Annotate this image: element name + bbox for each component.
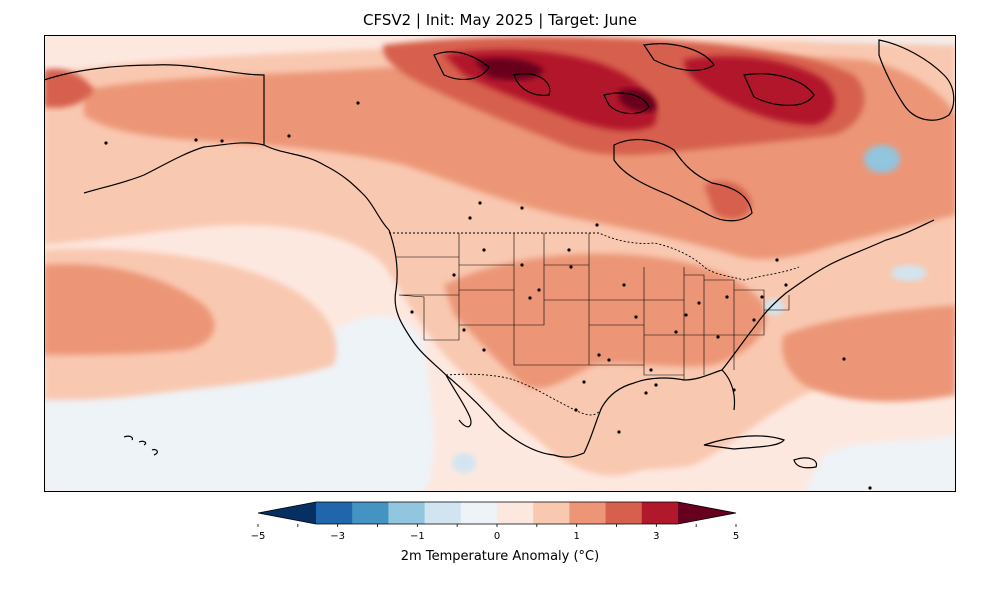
anomaly-cool-spot-greenland [864, 145, 900, 173]
state-borders [396, 233, 790, 380]
coastline-hawaii [123, 435, 158, 456]
colorbar-tick-label: −5 [251, 531, 266, 542]
colorbar-swatch [569, 502, 607, 524]
colorbar-swatch [533, 502, 570, 524]
colorbar-swatches [257, 501, 737, 525]
city-markers [104, 101, 872, 490]
colorbar-tick-label: −3 [330, 531, 345, 542]
coastline-baja [445, 374, 472, 428]
anomaly-cool-spot-atlantic [891, 265, 927, 281]
coastline-cuba [703, 435, 785, 450]
coastline-hispaniola [793, 457, 818, 469]
colorbar-label: 2m Temperature Anomaly (°C) [400, 549, 600, 564]
country-borders [263, 75, 800, 416]
colorbar-tick-label: 3 [653, 531, 659, 542]
anomaly-warm-2-pacific [44, 264, 215, 355]
border-us-mexico [445, 373, 603, 416]
colorbar-swatch [316, 502, 353, 524]
colorbar-tick-label: −1 [410, 531, 425, 542]
map-frame [44, 35, 956, 492]
border-us-canada [389, 232, 800, 281]
anomaly-warm-3-alaska [44, 68, 94, 108]
coastline-hudson-bay [613, 139, 753, 222]
colorbar-outline [257, 501, 737, 525]
coastlines [44, 39, 955, 469]
chart-title: CFSV2 | Init: May 2025 | Target: June [363, 11, 637, 29]
anomaly-warm-5-core2 [619, 88, 657, 112]
anomaly-warm-2-conus [444, 253, 766, 389]
colorbar-swatch [605, 502, 643, 524]
colorbar-swatch [352, 502, 389, 524]
coastline-alaska [44, 64, 390, 231]
colorbar-swatch [424, 502, 462, 524]
colorbar-extend-low [258, 502, 316, 524]
anomaly-cool-spot-eastcoast [764, 299, 784, 315]
colorbar-tick-label: 5 [733, 531, 739, 542]
colorbar-swatch [641, 502, 679, 524]
anomaly-warm-5-core [474, 58, 544, 81]
anomaly-warm-4-east [684, 56, 835, 125]
anomaly-warm-3-hudson [704, 181, 752, 219]
temperature-anomaly-map [44, 35, 956, 492]
coastline-arctic-islands [433, 43, 815, 115]
anomaly-cool-spot-pacific [452, 453, 476, 473]
colorbar-tick-label: 1 [573, 531, 579, 542]
coastline-greenland [878, 39, 955, 121]
coastline-east [721, 219, 935, 371]
anomaly-warm-gulf [534, 389, 686, 476]
colorbar-extend-high [678, 502, 736, 524]
colorbar-tick-label: 0 [494, 531, 500, 542]
anomaly-warm-2-atlantic [782, 305, 956, 402]
colorbar-ticks: −5 −3 −1 0 1 3 5 [251, 524, 739, 542]
anomaly-cool-atlantic [804, 435, 956, 492]
colorbar-swatch [460, 502, 498, 524]
colorbar: −5 −3 −1 0 1 3 5 [251, 501, 739, 542]
anomaly-cool-pacific [44, 315, 435, 492]
colorbar-swatch [497, 502, 534, 524]
colorbar-swatch [388, 502, 426, 524]
